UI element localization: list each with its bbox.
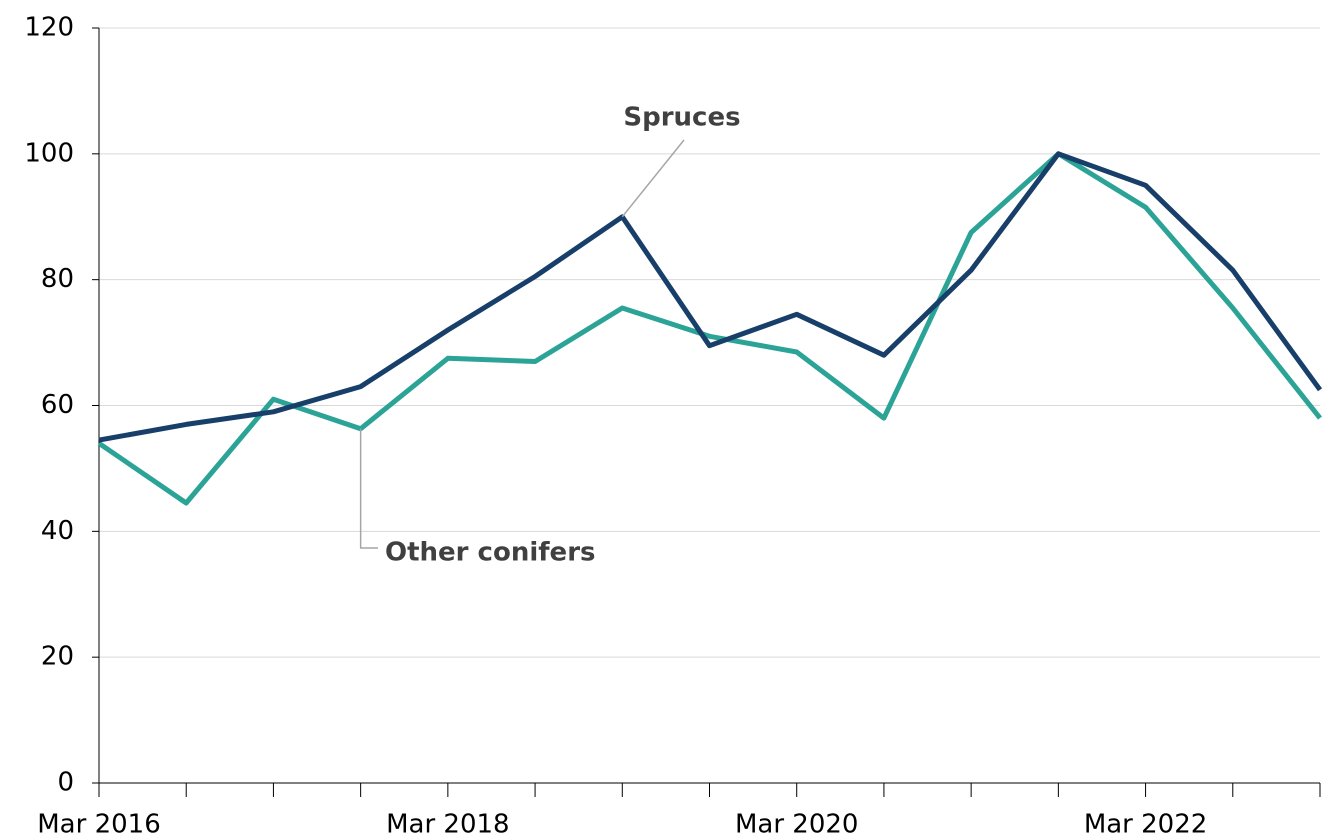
y-tick-label: 0 (57, 768, 74, 798)
y-tick-label: 40 (41, 516, 74, 546)
x-tick-label: Mar 2016 (37, 810, 161, 840)
leader-line (621, 139, 685, 218)
x-tick-label: Mar 2018 (386, 810, 510, 840)
y-tick-label: 120 (24, 13, 74, 43)
series-line (97, 151, 1322, 506)
y-tick-label: 60 (41, 390, 74, 420)
x-tick-label: Mar 2020 (735, 810, 859, 840)
series-label: Other conifers (385, 538, 596, 568)
x-tick-label: Mar 2022 (1084, 810, 1208, 840)
series-line (98, 151, 1322, 443)
y-tick-label: 20 (41, 642, 74, 672)
y-tick-label: 100 (24, 138, 74, 168)
leader-line (359, 428, 378, 549)
y-tick-label: 80 (41, 264, 74, 294)
series-label: Spruces (623, 103, 740, 133)
